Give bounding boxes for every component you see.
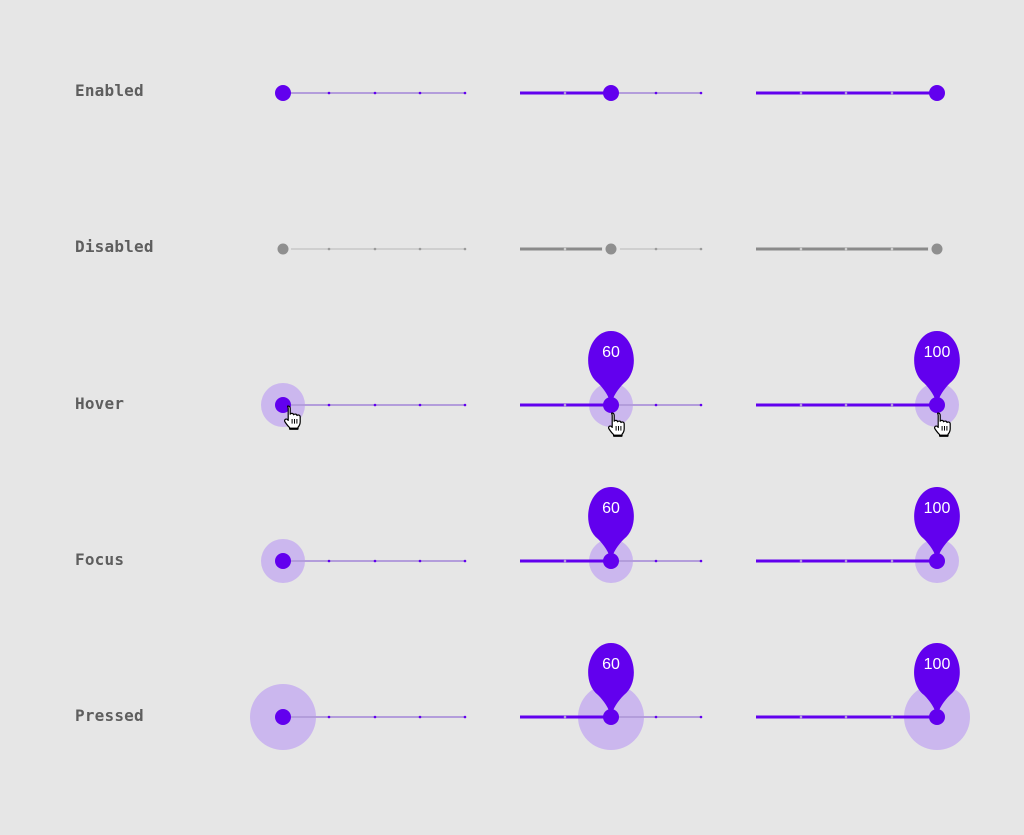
slider-enabled-60[interactable] bbox=[520, 85, 703, 101]
value-indicator-label: 100 bbox=[924, 656, 951, 673]
slider-hover-0[interactable] bbox=[261, 383, 467, 431]
value-indicator-label: 60 bbox=[602, 656, 620, 673]
slider-thumb[interactable] bbox=[275, 553, 291, 569]
row-label-disabled: Disabled bbox=[75, 237, 154, 256]
slider-thumb[interactable] bbox=[603, 553, 619, 569]
slider-focus-60[interactable]: 60 bbox=[520, 487, 703, 583]
slider-hover-60[interactable]: 60 bbox=[520, 331, 703, 438]
slider-focus-100[interactable]: 100 bbox=[756, 487, 960, 583]
slider-pressed-100[interactable]: 100 bbox=[756, 643, 970, 750]
slider-disabled-0 bbox=[275, 241, 467, 257]
value-indicator-bubble bbox=[588, 487, 634, 561]
row-label-enabled: Enabled bbox=[75, 81, 144, 100]
slider-disabled-100 bbox=[756, 240, 946, 258]
value-indicator-bubble bbox=[588, 643, 634, 717]
slider-enabled-0[interactable] bbox=[275, 85, 467, 101]
value-indicator-label: 60 bbox=[602, 500, 620, 517]
slider-pressed-60[interactable]: 60 bbox=[520, 643, 703, 750]
value-indicator-label: 100 bbox=[924, 344, 951, 361]
slider-hover-100[interactable]: 100 bbox=[756, 331, 960, 438]
slider-thumb[interactable] bbox=[603, 397, 619, 413]
value-indicator-bubble bbox=[588, 331, 634, 405]
slider-thumb[interactable] bbox=[929, 709, 945, 725]
slider-disabled-60 bbox=[520, 240, 703, 258]
row-label-hover: Hover bbox=[75, 394, 125, 413]
slider-focus-0[interactable] bbox=[261, 539, 467, 583]
value-indicator-label: 60 bbox=[602, 344, 620, 361]
row-label-focus: Focus bbox=[75, 550, 125, 569]
value-indicator-label: 100 bbox=[924, 500, 951, 517]
value-indicator-bubble bbox=[914, 487, 960, 561]
row-label-pressed: Pressed bbox=[75, 706, 144, 725]
slider-thumb[interactable] bbox=[275, 397, 291, 413]
slider-pressed-0[interactable] bbox=[250, 684, 467, 750]
value-indicator-bubble bbox=[914, 643, 960, 717]
slider-thumb[interactable] bbox=[275, 709, 291, 725]
slider-enabled-100[interactable] bbox=[756, 85, 945, 101]
slider-thumb[interactable] bbox=[275, 85, 291, 101]
slider-thumb[interactable] bbox=[929, 397, 945, 413]
slider-thumb[interactable] bbox=[603, 709, 619, 725]
slider-thumb bbox=[277, 243, 289, 255]
slider-thumb[interactable] bbox=[929, 85, 945, 101]
slider-thumb bbox=[605, 243, 617, 255]
slider-thumb bbox=[931, 243, 943, 255]
slider-thumb[interactable] bbox=[929, 553, 945, 569]
slider-thumb[interactable] bbox=[603, 85, 619, 101]
value-indicator-bubble bbox=[914, 331, 960, 405]
